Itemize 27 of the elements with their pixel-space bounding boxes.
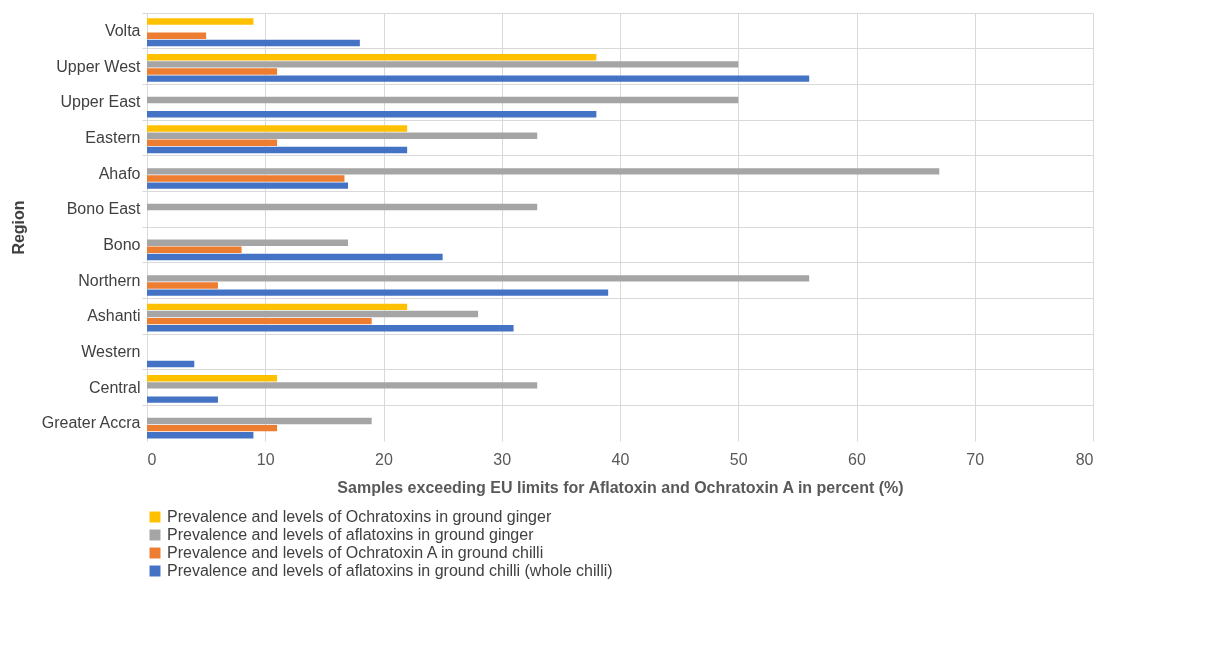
y-tick-label: Greater Accra (41, 414, 141, 432)
x-tick-label: 20 (375, 450, 393, 468)
y-tick-label: Central (88, 378, 141, 396)
y-axis-title: Region (9, 200, 27, 255)
y-tick-label: Volta (104, 21, 141, 39)
x-tick-label: 10 (256, 450, 275, 468)
x-tick-label: 40 (611, 450, 630, 468)
y-tick-label: Bono East (66, 200, 142, 218)
legend-label: Prevalence and levels of Ochratoxins in ground ginger (167, 508, 552, 525)
y-tick-label: Ahafo (98, 164, 141, 182)
x-tick-label: 80 (1075, 450, 1094, 468)
y-tick-label: Upper East (60, 93, 142, 111)
x-tick-label: 30 (493, 450, 512, 468)
legend-label: Prevalence and levels of aflatoxins in ground chilli (whole chilli) (167, 562, 613, 579)
legend-label: Prevalence and levels of aflatoxins in ground ginger (167, 526, 535, 543)
y-tick-label: Bono (103, 235, 141, 253)
x-tick-label: 50 (729, 450, 748, 468)
y-tick-label: Northern (78, 271, 141, 289)
x-tick-label: 0 (147, 450, 157, 468)
legend-label: Prevalence and levels of Ochratoxin A in ground chilli (167, 544, 544, 561)
y-tick-label: Western (81, 342, 141, 360)
y-tick-label: Upper West (56, 57, 142, 75)
x-axis-title: Samples exceeding EU limits for Aflatoxin and Ochratoxin A in percent (%) (337, 478, 904, 496)
x-tick-label: 60 (848, 450, 866, 468)
y-tick-label: Eastern (85, 128, 141, 146)
x-tick-label: 70 (966, 450, 985, 468)
y-tick-label: Ashanti (87, 307, 141, 325)
